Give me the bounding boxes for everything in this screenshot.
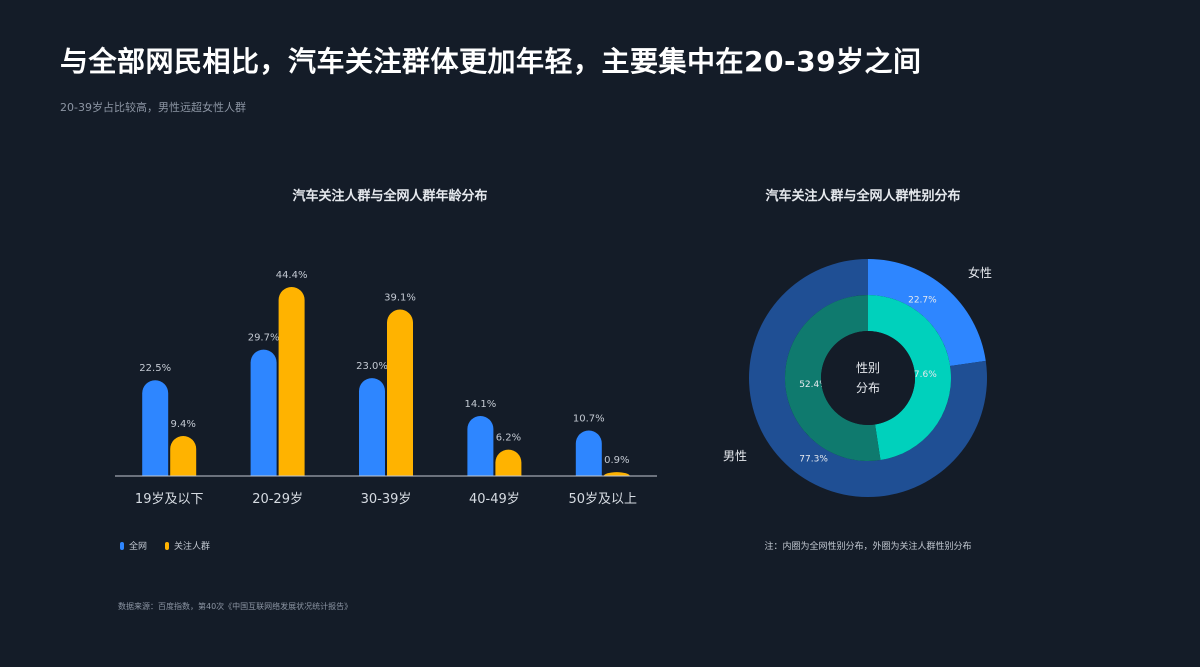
bar-all-4	[575, 430, 602, 476]
bar-label-followers-3: 6.2%	[496, 433, 521, 444]
bar-label-all-4: 10.7%	[573, 413, 605, 424]
outer-category-label-male: 男性	[723, 449, 747, 463]
x-tick-label-0: 19岁及以下	[135, 492, 204, 507]
legend-label-followers: 关注人群	[174, 542, 211, 552]
legend-swatch-all	[120, 541, 124, 550]
inner-slice-label-1: 52.4%	[799, 380, 828, 390]
inner-slice-1	[785, 295, 881, 461]
bar-followers-3	[495, 449, 522, 476]
data-source: 数据来源：百度指数，第40次《中国互联网络发展状况统计报告》	[118, 602, 353, 611]
bar-all-0	[142, 380, 169, 476]
page-subtitle: 20-39岁占比较高，男性远超女性人群	[60, 101, 246, 114]
outer-slice-1	[749, 259, 988, 498]
age-chart-legend: 全网 关注人群	[120, 539, 210, 552]
bar-all-1	[250, 349, 277, 476]
x-tick-label-1: 20-29岁	[252, 492, 303, 507]
bar-followers-2	[387, 309, 413, 476]
outer-slice-0	[868, 259, 986, 367]
age-chart-title: 汽车关注人群与全网人群年龄分布	[292, 189, 488, 204]
donut-center-label-0: 性别	[856, 361, 880, 375]
inner-slice-label-0: 47.6%	[908, 370, 937, 380]
x-tick-label-2: 30-39岁	[361, 492, 412, 507]
bar-label-all-1: 29.7%	[248, 333, 280, 344]
bar-label-followers-1: 44.4%	[276, 270, 308, 281]
inner-slice-0	[868, 295, 952, 461]
outer-category-label-female: 女性	[968, 265, 992, 280]
donut-center-label-1: 分布	[856, 381, 880, 395]
bar-all-3	[467, 415, 494, 476]
bar-followers-4	[603, 472, 630, 476]
outer-slice-label-0: 22.7%	[908, 296, 937, 306]
donut-hole	[821, 331, 915, 425]
bar-followers-0	[170, 435, 197, 476]
x-tick-label-3: 40-49岁	[469, 492, 520, 507]
legend-swatch-followers	[165, 541, 170, 550]
bar-label-all-0: 22.5%	[139, 363, 171, 374]
gender-chart-title: 汽车关注人群与全网人群性别分布	[765, 189, 961, 204]
bar-label-all-2: 23.0%	[356, 361, 388, 372]
bar-all-2	[359, 378, 385, 476]
age-bar-chart: 22.5% 9.4% 19岁及以下 29.7% 44.4% 20-29岁 23.0% 39.1…	[115, 270, 657, 507]
gender-chart-note: 注：内圈为全网性别分布，外圈为关注人群性别分布	[764, 542, 972, 552]
outer-slice-label-1: 77.3%	[799, 454, 828, 464]
legend-item-all: 全网	[120, 539, 147, 552]
bar-label-followers-0: 9.4%	[170, 419, 195, 430]
x-tick-label-4: 50岁及以上	[569, 492, 638, 507]
bar-label-followers-2: 39.1%	[384, 293, 416, 304]
bar-label-all-3: 14.1%	[465, 399, 497, 410]
bar-followers-1	[278, 287, 305, 476]
page-title: 与全部网民相比，汽车关注群体更加年轻，主要集中在20-39岁之间	[60, 45, 922, 78]
legend-label-all: 全网	[129, 542, 148, 552]
legend-item-followers: 关注人群	[165, 539, 210, 552]
bar-label-followers-4: 0.9%	[604, 455, 629, 466]
